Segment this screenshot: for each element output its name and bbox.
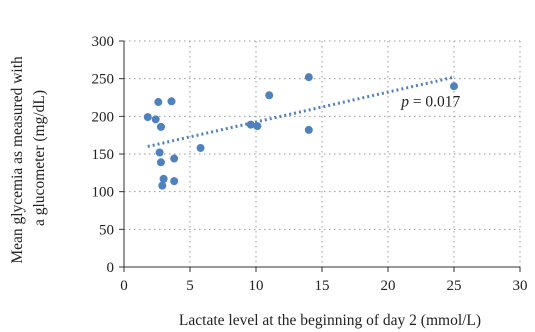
y-tick-label: 250 (92, 72, 115, 88)
y-tick-label: 300 (92, 34, 115, 50)
x-tick-label: 20 (381, 278, 396, 294)
p-value-text: = 0.017 (409, 94, 461, 111)
x-tick-label: 5 (186, 278, 194, 294)
x-tick-label: 15 (315, 278, 330, 294)
data-point (170, 177, 179, 186)
y-tick-label: 150 (92, 147, 115, 163)
data-point (253, 122, 262, 131)
data-point (155, 148, 164, 157)
data-point (167, 97, 176, 106)
y-tick-label: 50 (99, 222, 114, 238)
data-point (304, 73, 313, 82)
data-point (265, 91, 274, 100)
data-point (154, 98, 163, 107)
data-point (158, 181, 167, 190)
y-tick-label: 0 (107, 260, 115, 276)
data-point (159, 174, 168, 183)
y-axis-title-line-1: Mean glycemia as measured with (9, 56, 26, 264)
x-tick-label: 30 (513, 278, 528, 294)
p-value-annotation: p = 0.017 (400, 94, 460, 111)
p-symbol: p (400, 94, 409, 111)
axes (119, 40, 521, 272)
data-point (143, 113, 152, 122)
data-points (143, 73, 458, 190)
grid-lines (124, 40, 521, 267)
x-axis-title: Lactate level at the beginning of day 2 … (179, 312, 481, 329)
trendline-group (147, 75, 455, 148)
data-point (304, 125, 313, 134)
x-tick-label: 10 (249, 278, 264, 294)
y-axis-title-line-2: a glucometer (mg/dL) (31, 90, 48, 226)
data-point (450, 82, 458, 91)
data-point (156, 122, 165, 131)
x-tick-labels: 0 5 10 15 20 25 30 (120, 278, 527, 294)
y-axis-title: Mean glycemia as measured with a glucome… (9, 52, 48, 263)
data-point (151, 115, 160, 124)
data-point (170, 154, 179, 163)
data-point (196, 143, 205, 152)
x-tick-label: 0 (120, 278, 128, 294)
trendline (147, 75, 455, 148)
data-point (156, 158, 165, 167)
y-tick-labels: 0 50 100 150 200 250 300 (92, 34, 115, 276)
y-tick-label: 100 (92, 185, 115, 201)
y-tick-label: 200 (92, 109, 115, 125)
x-tick-label: 25 (447, 278, 462, 294)
